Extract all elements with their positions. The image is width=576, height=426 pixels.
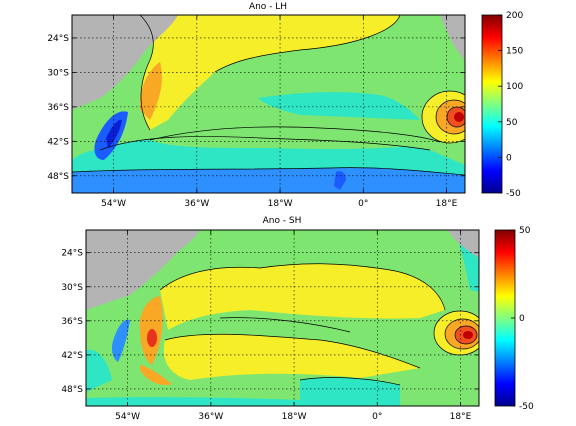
x-axis: 54°W 36°W 18°W 0° 18°E	[101, 15, 458, 209]
map-field	[72, 15, 465, 193]
contour-orange	[139, 62, 162, 120]
grid	[86, 230, 479, 406]
x-tick-label: 18°E	[436, 199, 458, 209]
contour-cyan	[86, 397, 300, 406]
x-axis: 54°W 36°W 18°W 0° 18°E	[115, 230, 472, 422]
colorbar-tick-label: 50	[519, 226, 531, 236]
colorbar: 200 150 100 50 0 -50	[481, 11, 523, 199]
colorbar-tick-label: 150	[506, 47, 523, 57]
contour-green	[150, 126, 440, 150]
y-tick-label: 48°S	[47, 172, 69, 182]
contour-deep-blue	[106, 119, 122, 148]
land-south-america	[72, 15, 178, 110]
y-axis: 24°S 30°S 36°S 42°S 48°S	[61, 249, 479, 395]
x-tick-label: 0°	[358, 199, 368, 209]
contour-cyan	[258, 92, 420, 120]
colorbar-ticks: 200 150 100 50 0 -50	[498, 11, 523, 199]
axes-frame	[71, 14, 466, 194]
land-south-america	[86, 230, 200, 310]
x-tick-label: 36°W	[184, 199, 209, 209]
contour-yellow	[140, 15, 400, 130]
contour-red	[147, 329, 157, 347]
panel-lh: Ano - LH	[47, 2, 523, 209]
colorbar-ticks: 50 0 -50	[511, 226, 534, 412]
contour-yellow	[205, 20, 280, 44]
colorbar-gradient	[481, 14, 503, 194]
colorbar-tick-label: 0	[519, 314, 525, 324]
y-tick-label: 42°S	[61, 351, 83, 361]
contour-lines	[159, 263, 479, 386]
panel-title: Ano - SH	[263, 216, 302, 226]
y-tick-label: 48°S	[61, 385, 83, 395]
contour-green	[220, 317, 350, 336]
contour-dark-red	[463, 331, 473, 339]
y-tick-label: 42°S	[47, 137, 69, 147]
contour-cyan	[86, 349, 112, 392]
map-field	[86, 230, 479, 406]
panel-title: Ano - LH	[249, 2, 287, 12]
x-tick-label: 54°W	[101, 199, 126, 209]
y-tick-label: 36°S	[61, 317, 83, 327]
x-tick-label: 0°	[372, 412, 382, 422]
x-tick-label: 54°W	[115, 412, 140, 422]
colorbar-tick-label: 200	[506, 11, 523, 21]
y-tick-label: 30°S	[61, 283, 83, 293]
y-tick-label: 36°S	[47, 103, 69, 113]
colorbar-tick-label: 100	[506, 82, 523, 92]
contour-blue	[72, 167, 465, 193]
colorbar-tick-label: 0	[506, 153, 512, 163]
x-tick-label: 36°W	[198, 412, 223, 422]
x-tick-label: 18°W	[268, 199, 293, 209]
land-africa	[448, 230, 479, 258]
colorbar-tick-label: 50	[506, 118, 518, 128]
x-tick-label: 18°E	[450, 412, 472, 422]
contour-cyan	[300, 377, 400, 406]
contour-orange	[140, 365, 172, 386]
contour-dark-red	[454, 112, 464, 122]
x-tick-label: 18°W	[282, 412, 307, 422]
y-tick-label: 24°S	[47, 34, 69, 44]
axes-frame	[85, 229, 480, 407]
colorbar: 50 0 -50	[494, 226, 534, 412]
colorbar-tick-label: -50	[506, 189, 521, 199]
grid	[72, 15, 465, 193]
land-africa	[440, 15, 465, 60]
panel-sh: Ano - SH	[61, 216, 534, 422]
contour-yellow	[160, 263, 445, 330]
contour-blue	[111, 319, 130, 362]
y-axis: 24°S 30°S 36°S 42°S 48°S	[47, 34, 465, 182]
contour-lines	[72, 15, 465, 176]
contour-yellow	[163, 334, 420, 380]
y-tick-label: 30°S	[47, 68, 69, 78]
y-tick-label: 24°S	[61, 249, 83, 259]
colorbar-tick-label: -50	[519, 402, 534, 412]
